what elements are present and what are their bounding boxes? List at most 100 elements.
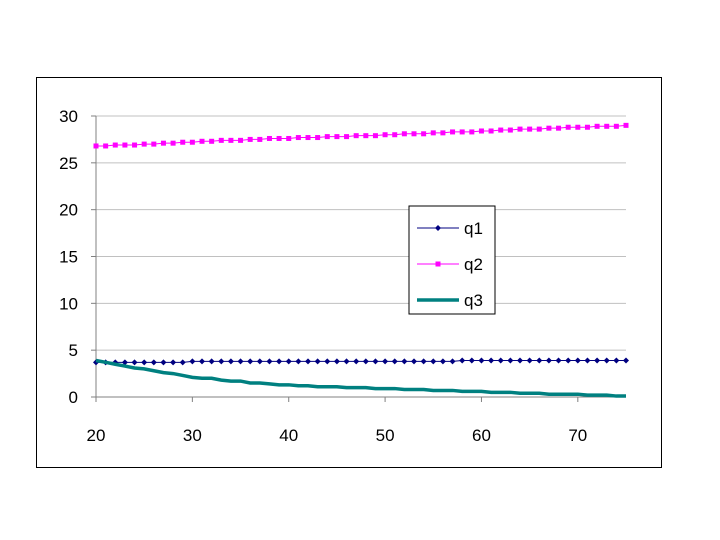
point-q2 bbox=[103, 143, 109, 149]
legend: q1 q2 q3 bbox=[408, 205, 496, 315]
point-q1 bbox=[497, 357, 504, 364]
series-q2 bbox=[93, 122, 629, 149]
point-q2 bbox=[218, 137, 224, 143]
point-q1 bbox=[468, 357, 475, 364]
point-q1 bbox=[237, 358, 244, 365]
point-q2 bbox=[527, 126, 533, 132]
point-q2 bbox=[266, 135, 272, 141]
point-q2 bbox=[430, 130, 436, 136]
point-q2 bbox=[488, 128, 494, 134]
point-q2 bbox=[594, 123, 600, 129]
point-q1 bbox=[121, 359, 128, 366]
point-q1 bbox=[517, 357, 523, 364]
x-tick-labels: 20 30 40 50 60 70 bbox=[87, 426, 588, 445]
legend-label-q1: q1 bbox=[464, 219, 483, 238]
point-q1 bbox=[189, 358, 196, 365]
point-q1 bbox=[430, 358, 437, 365]
point-q1 bbox=[584, 357, 591, 364]
x-tick-label: 70 bbox=[568, 426, 587, 445]
point-q1 bbox=[594, 357, 601, 364]
point-q1 bbox=[324, 358, 331, 365]
point-q1 bbox=[382, 358, 389, 365]
point-q1 bbox=[285, 358, 292, 365]
point-q2 bbox=[421, 131, 427, 137]
point-q1 bbox=[208, 358, 215, 365]
x-tick-label: 30 bbox=[183, 426, 202, 445]
point-q2 bbox=[160, 140, 166, 146]
point-q2 bbox=[132, 142, 138, 148]
point-q2 bbox=[372, 133, 378, 139]
y-tick-label: 20 bbox=[59, 201, 78, 220]
series-layer bbox=[93, 122, 629, 398]
point-q1 bbox=[256, 358, 263, 365]
point-q2 bbox=[257, 136, 263, 142]
y-tick-label: 15 bbox=[59, 248, 78, 267]
point-q1 bbox=[623, 357, 629, 364]
point-q2 bbox=[546, 125, 552, 131]
point-q2 bbox=[401, 131, 407, 137]
y-tick-labels: 0 5 10 15 20 25 30 bbox=[59, 107, 78, 407]
point-q2 bbox=[517, 126, 523, 132]
point-q2 bbox=[141, 141, 147, 147]
point-q2 bbox=[575, 124, 581, 130]
point-q2 bbox=[604, 123, 610, 129]
point-q1 bbox=[603, 357, 610, 364]
point-q1 bbox=[362, 358, 369, 365]
y-tick-label: 0 bbox=[69, 388, 78, 407]
point-q2 bbox=[170, 140, 176, 146]
y-tick-label: 25 bbox=[59, 154, 78, 173]
axes bbox=[91, 115, 626, 402]
point-q2 bbox=[228, 137, 234, 143]
point-q1 bbox=[218, 358, 225, 365]
point-q2 bbox=[353, 133, 359, 139]
point-q2 bbox=[286, 135, 292, 141]
point-q1 bbox=[565, 357, 572, 364]
point-q2 bbox=[247, 136, 253, 142]
point-q1 bbox=[199, 358, 205, 365]
point-q1 bbox=[401, 358, 408, 365]
point-q2 bbox=[556, 125, 562, 131]
legend-label-q2: q2 bbox=[464, 255, 483, 274]
point-q1 bbox=[555, 357, 562, 364]
point-q1 bbox=[343, 358, 350, 365]
legend-label-q3: q3 bbox=[464, 291, 483, 310]
point-q1 bbox=[420, 358, 427, 365]
point-q1 bbox=[131, 359, 138, 366]
y-tick-label: 10 bbox=[59, 294, 78, 313]
y-tick-label: 30 bbox=[59, 107, 78, 126]
point-q2 bbox=[459, 129, 465, 135]
point-q1 bbox=[227, 358, 234, 365]
series-line-q3 bbox=[95, 358, 626, 398]
point-q1 bbox=[179, 359, 186, 366]
point-q2 bbox=[305, 135, 311, 141]
point-q1 bbox=[353, 358, 360, 365]
x-tick-label: 60 bbox=[472, 426, 491, 445]
point-q2 bbox=[623, 122, 629, 128]
point-q1 bbox=[305, 358, 311, 365]
point-q1 bbox=[459, 357, 466, 364]
series-q1 bbox=[93, 357, 629, 366]
point-q2 bbox=[344, 134, 350, 140]
point-q2 bbox=[478, 128, 484, 134]
point-q1 bbox=[170, 359, 177, 366]
point-q2 bbox=[536, 126, 542, 132]
point-q1 bbox=[488, 357, 495, 364]
point-q2 bbox=[238, 137, 244, 143]
point-q2 bbox=[209, 138, 215, 144]
point-q1 bbox=[391, 358, 398, 365]
point-q1 bbox=[372, 358, 379, 365]
point-q1 bbox=[526, 357, 533, 364]
point-q2 bbox=[122, 142, 128, 148]
point-q2 bbox=[363, 133, 369, 139]
point-q1 bbox=[439, 358, 446, 365]
point-q1 bbox=[411, 358, 417, 365]
point-q1 bbox=[150, 359, 157, 366]
point-q1 bbox=[545, 357, 552, 364]
point-q1 bbox=[160, 359, 167, 366]
point-q2 bbox=[276, 135, 282, 141]
point-q2 bbox=[613, 123, 619, 129]
point-q2 bbox=[180, 139, 186, 145]
point-q2 bbox=[151, 141, 157, 147]
point-q2 bbox=[93, 143, 99, 149]
